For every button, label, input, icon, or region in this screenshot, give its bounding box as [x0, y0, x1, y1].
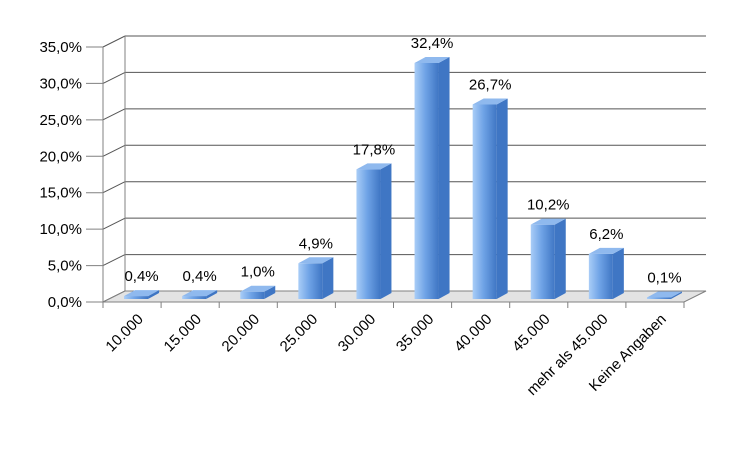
data-label: 10,2%: [527, 197, 570, 214]
y-tick-label: 0,0%: [48, 294, 82, 311]
category-label: 20.000: [219, 311, 263, 355]
y-tick-label: 5,0%: [48, 258, 82, 275]
y-tick-label: 35,0%: [39, 39, 82, 56]
data-label: 6,2%: [589, 226, 623, 243]
bar: [472, 98, 508, 299]
data-label: 17,8%: [353, 141, 396, 158]
category-label: 10.000: [102, 311, 146, 355]
bar: [240, 285, 276, 299]
data-label: 0,4%: [124, 268, 158, 285]
category-label: 25.000: [277, 311, 321, 355]
bars: [124, 56, 682, 299]
y-tick-label: 30,0%: [39, 75, 82, 92]
bar: [530, 218, 566, 299]
y-tick-label: 25,0%: [39, 112, 82, 129]
gridline: [102, 181, 706, 194]
gridline: [102, 144, 706, 157]
y-axis-tick-labels: 0,0% 5,0% 10,0% 15,0% 20,0% 25,0% 30,0% 35,0%: [39, 39, 82, 311]
data-label: 4,9%: [299, 235, 333, 252]
category-label: 45.000: [509, 311, 553, 355]
data-label: 32,4%: [411, 35, 454, 52]
category-label: 35.000: [393, 311, 437, 355]
gridline: [102, 108, 706, 121]
bar: [588, 247, 624, 299]
bar: [124, 290, 160, 299]
data-labels: 0,4% 0,4% 1,0% 4,9% 17,8% 32,4% 26,7% 10,2% 6,2%…: [124, 35, 681, 287]
category-label: 15.000: [161, 311, 205, 355]
bar: [646, 291, 682, 299]
y-tick-label: 15,0%: [39, 185, 82, 202]
y-tick-label: 10,0%: [39, 221, 82, 238]
category-label: 40.000: [451, 311, 495, 355]
data-label: 1,0%: [241, 264, 275, 281]
data-label: 0,4%: [183, 268, 217, 285]
data-label: 0,1%: [647, 270, 681, 287]
bar: [298, 257, 334, 299]
gridline: [102, 35, 706, 48]
bar: [356, 163, 392, 299]
bar: [182, 290, 218, 299]
data-label: 26,7%: [469, 76, 512, 93]
bar: [414, 56, 450, 299]
gridline: [102, 71, 706, 84]
category-label: 30.000: [335, 311, 379, 355]
y-tick-label: 20,0%: [39, 148, 82, 165]
x-axis-tick-labels: 10.000 15.000 20.000 25.000 30.000 35.000 40.0…: [102, 311, 669, 399]
